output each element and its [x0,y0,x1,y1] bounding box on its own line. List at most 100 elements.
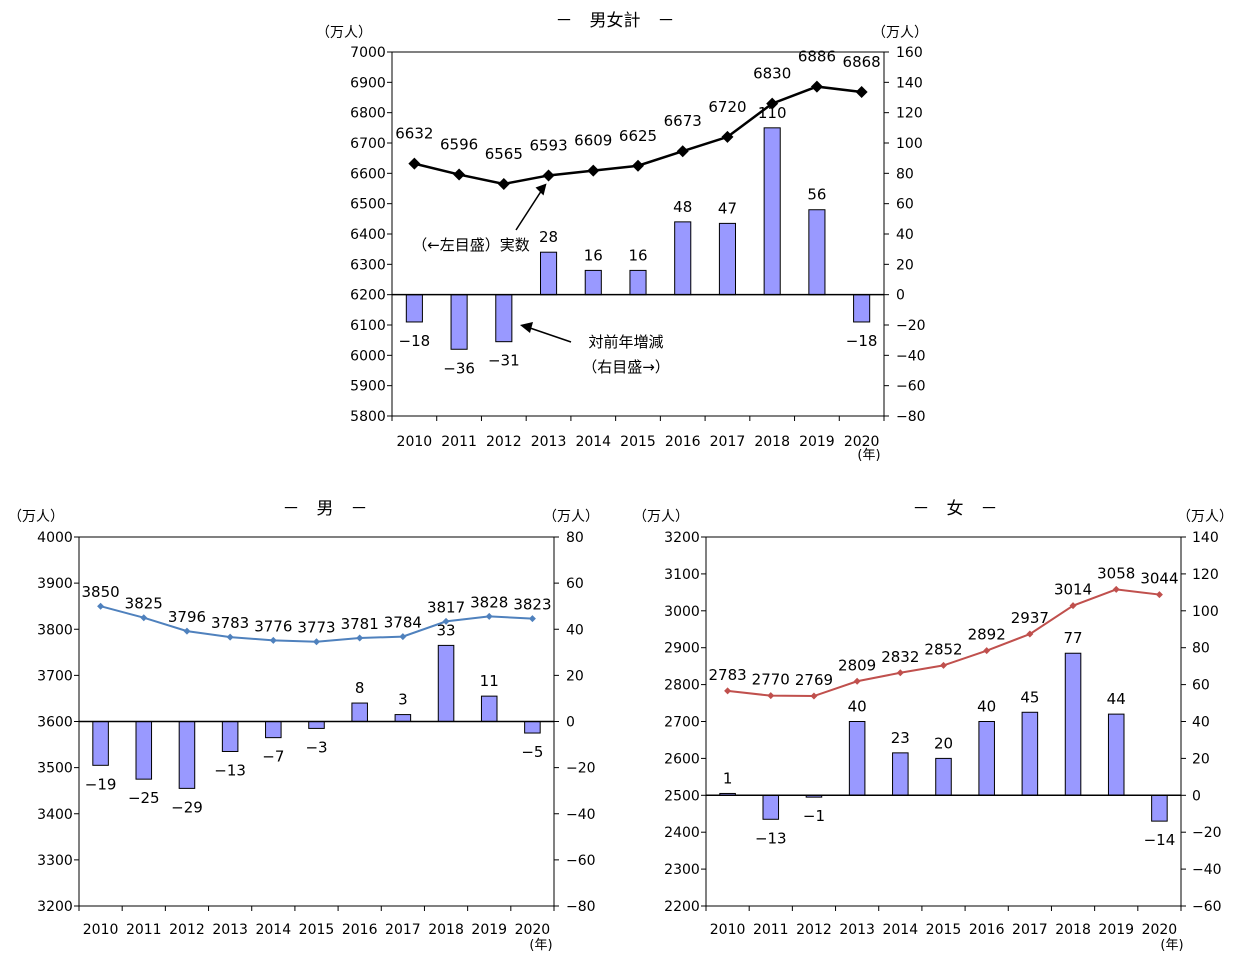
left-tick-label: 3800 [37,622,73,638]
left-tick-label: 3100 [664,567,700,583]
x-tick-label: 2012 [796,922,832,938]
left-tick-label: 3300 [37,853,73,869]
bar-label-2012: −31 [488,352,520,370]
bar-2013 [539,251,558,296]
line-marker-2011 [453,168,466,181]
chart-title: － 男 － [283,499,368,519]
x-tick-label: 2018 [754,434,790,450]
x-tick-label: 2017 [710,434,746,450]
x-tick-label: 2012 [486,434,522,450]
bar-2010 [405,294,423,323]
x-tick-label: 2020 [1142,922,1178,938]
left-tick-label: 3600 [37,715,73,731]
line-marker-2015 [632,159,644,172]
x-tick-label: 2011 [126,922,162,938]
x-tick-label: 2019 [471,922,507,938]
line-label-2018: 6830 [753,65,791,83]
line-marker-2017 [1026,630,1034,638]
line-label-2012: 2769 [795,671,833,689]
line-annotation: （←左目盛）実数 [412,236,530,254]
left-axis-unit: （万人） [633,509,689,525]
line-marker-2017 [721,130,734,143]
line-marker-2019 [485,612,493,620]
bar-label-2013: 40 [848,698,867,716]
bar-label-2014: 16 [584,246,603,264]
bar-label-2017: 3 [398,691,408,709]
x-tick-label: 2016 [665,434,701,450]
right-tick-label: −20 [1192,825,1222,841]
line-marker-2018 [766,97,779,110]
line-marker-2016 [676,145,689,158]
right-tick-label: 60 [566,576,584,592]
bar-2015 [308,721,325,729]
bar-2018 [763,127,781,296]
line-label-2015: 6625 [619,127,657,145]
line-label-2019: 6886 [798,48,836,66]
bar-label-2015: 16 [628,246,647,264]
x-tick-label: 2011 [441,434,477,450]
bar-label-2011: −13 [755,829,787,847]
line-marker-2020 [1155,591,1163,599]
x-tick-label: 2017 [1012,922,1048,938]
right-tick-label: −60 [566,853,596,869]
x-tick-label: 2011 [753,922,789,938]
line-label-2016: 3781 [341,615,379,633]
bar-2017 [1021,711,1039,796]
x-tick-label: 2010 [397,434,433,450]
bar-2013 [221,721,239,752]
x-tick-label: 2010 [83,922,119,938]
left-tick-label: 5800 [350,409,386,425]
chart-title: － 女 － [913,499,998,519]
right-axis-unit: （万人） [872,25,928,41]
right-tick-label: −60 [1192,899,1222,915]
bar-label-2020: −18 [846,332,878,350]
bar-2012 [178,721,196,789]
x-tick-label: 2013 [839,922,875,938]
line-label-2014: 2832 [881,648,919,666]
bar-label-2016: 8 [355,679,365,697]
bar-2020 [524,721,541,734]
x-tick-label: 2019 [799,434,835,450]
line-label-2012: 6565 [485,145,523,163]
bar-2015 [629,269,647,296]
bar-annotation-arrow-head [520,322,533,333]
right-tick-label: 40 [566,622,584,638]
left-tick-label: 6700 [350,136,386,152]
left-tick-label: 5900 [350,379,386,395]
line-marker-2010 [97,602,105,610]
line-marker-2020 [855,86,868,99]
line-marker-2011 [767,692,775,700]
bar-label-2011: −36 [443,359,475,377]
right-tick-label: 0 [896,288,905,304]
line-label-2011: 2770 [752,671,790,689]
line-label-2015: 3773 [297,619,335,637]
bar-2019 [1107,713,1125,796]
x-tick-label: 2014 [882,922,918,938]
bar-annotation-line2: （右目盛→） [582,358,670,376]
left-tick-label: 3500 [37,761,73,777]
line-marker-2015 [940,661,947,669]
line-marker-2014 [269,636,277,644]
right-tick-label: 60 [1192,678,1210,694]
x-tick-label: 2020 [844,434,880,450]
line-marker-2013 [853,677,861,685]
right-tick-label: 40 [1192,715,1210,731]
x-tick-label: 2013 [531,434,567,450]
annotation-arrow [515,187,545,231]
right-tick-label: −80 [896,409,926,425]
right-tick-label: −40 [896,348,926,364]
left-tick-label: 6100 [350,318,386,334]
line-marker-2012 [183,627,191,635]
bar-label-2010: −19 [85,775,117,793]
bar-label-2012: −1 [803,807,825,825]
x-tick-label: 2010 [710,922,746,938]
line-label-2013: 6593 [529,136,567,154]
right-tick-label: 80 [896,166,914,182]
bar-2011 [762,794,780,820]
bar-label-2016: 40 [977,698,996,716]
bar-label-2019: 56 [807,186,826,204]
x-axis-unit: (年) [1160,938,1183,953]
line-marker-2015 [313,638,320,646]
left-tick-label: 3200 [664,530,700,546]
bar-annotation-line1: 対前年増減 [588,333,663,351]
